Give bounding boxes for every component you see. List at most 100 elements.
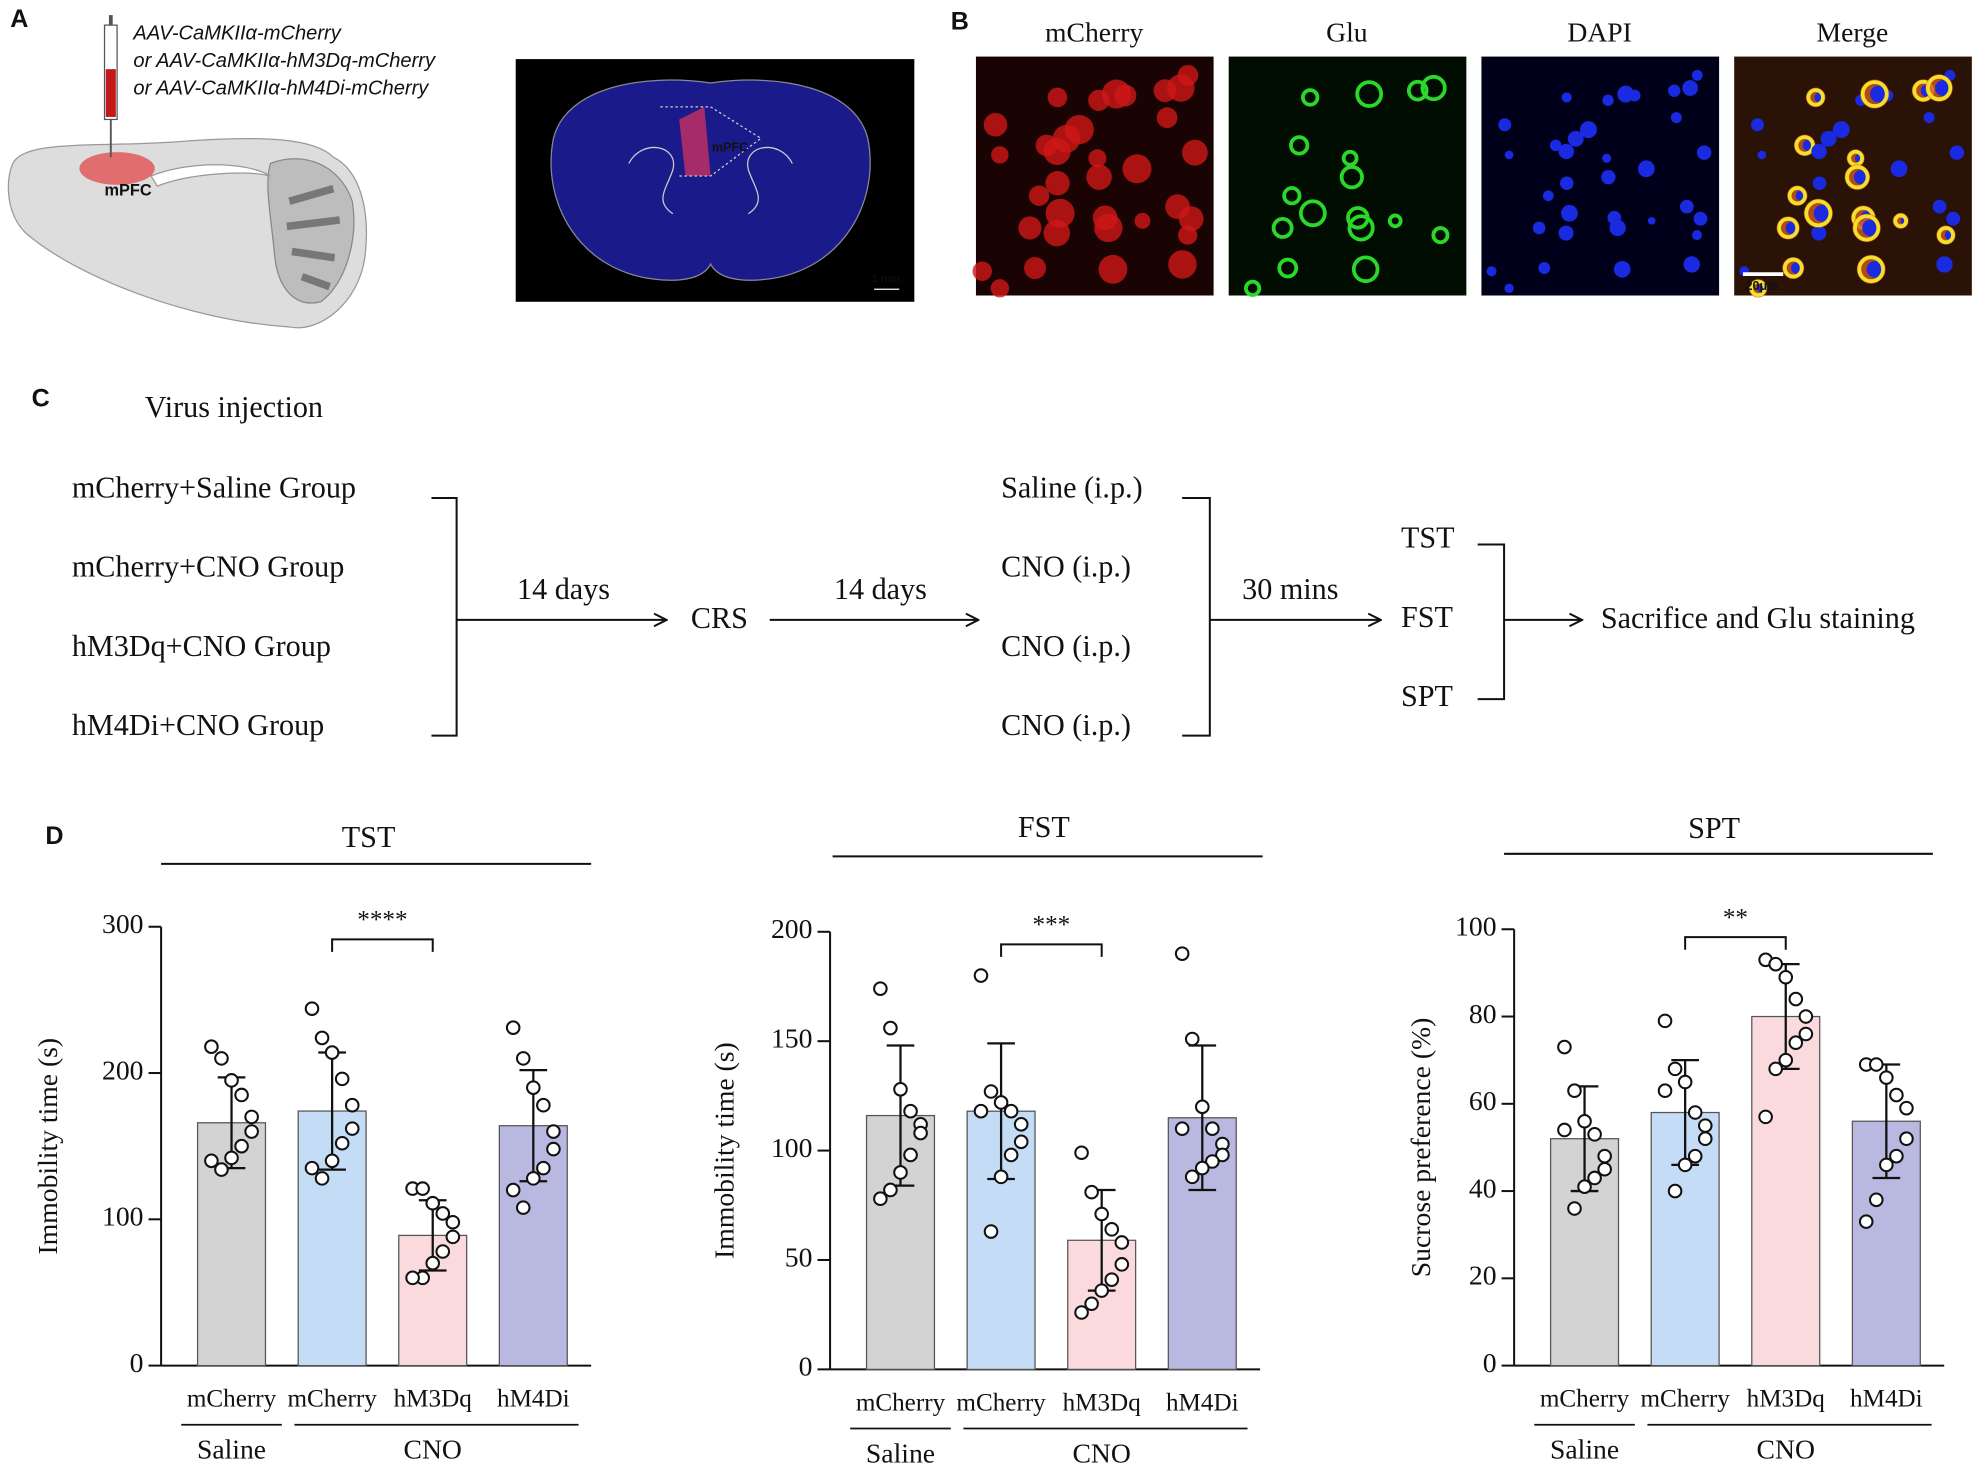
cell (1387, 213, 1403, 229)
data-point (405, 1270, 420, 1286)
data-point (893, 1082, 908, 1097)
data-point (1758, 1109, 1773, 1125)
nucleus (1549, 139, 1562, 152)
data-point (1677, 1157, 1693, 1173)
cell (1168, 250, 1197, 279)
cell (1857, 255, 1885, 284)
nucleus (1602, 153, 1612, 163)
nucleus (1890, 160, 1908, 178)
nucleus (1683, 256, 1700, 273)
data-point (344, 1121, 360, 1136)
data-point (893, 1165, 908, 1180)
nucleus (1936, 256, 1953, 273)
cell (1853, 214, 1881, 242)
cell (1926, 74, 1953, 102)
cell (1094, 213, 1123, 243)
nucleus (1811, 143, 1827, 160)
data-point (1798, 1009, 1814, 1024)
data-point (1597, 1161, 1612, 1177)
data-point (214, 1162, 229, 1177)
data-point (1597, 1148, 1612, 1164)
micrographs (972, 56, 1972, 298)
nucleus (1558, 143, 1575, 160)
x-tick-label: hM4Di (497, 1386, 570, 1413)
data-point (334, 1071, 350, 1087)
cell (1271, 217, 1294, 239)
data-point (526, 1080, 541, 1095)
data-point (344, 1097, 360, 1113)
group-label: mCherry+CNO Group (72, 550, 344, 584)
nucleus (1504, 283, 1514, 294)
y-tick-label: 20 (1469, 1260, 1497, 1291)
data-point (425, 1195, 441, 1211)
data-point (883, 1020, 898, 1036)
test-label: FST (1401, 600, 1453, 634)
data-point (1798, 1026, 1814, 1042)
chart-title: TST (342, 820, 396, 854)
data-point (1114, 1235, 1130, 1250)
panel-label: B (951, 7, 969, 35)
data-point (973, 968, 989, 983)
nucleus (1751, 118, 1764, 132)
x-tick-label: hM4Di (1850, 1386, 1923, 1413)
nucleus (1560, 204, 1578, 222)
cell (1777, 217, 1800, 239)
cell (1298, 199, 1327, 228)
data-point (324, 1045, 340, 1060)
cell (1165, 194, 1190, 219)
y-tick-label: 100 (771, 1132, 812, 1163)
significance-bracket (1684, 936, 1787, 950)
nucleus (1923, 112, 1935, 124)
x-tick-label: mCherry (956, 1389, 1046, 1416)
cell (1045, 198, 1075, 228)
nucleus (1567, 130, 1584, 147)
data-point (873, 981, 888, 996)
data-point (1215, 1147, 1230, 1163)
cell (1341, 149, 1359, 167)
data-point (1687, 1148, 1703, 1164)
y-tick-label: 100 (102, 1201, 143, 1232)
group-label: CNO (404, 1434, 462, 1465)
x-tick-label: mCherry (1540, 1386, 1630, 1413)
data-point (1858, 1214, 1874, 1229)
data-point (526, 1171, 541, 1186)
nucleus (1691, 69, 1703, 81)
group-label: CNO (1072, 1437, 1130, 1468)
cell (1282, 186, 1302, 206)
data-point (983, 1224, 999, 1239)
data-point (1174, 1121, 1190, 1136)
cell (1024, 257, 1047, 280)
nucleus (1679, 199, 1694, 214)
data-point (1778, 1052, 1794, 1068)
interval-label: 14 days (834, 572, 927, 606)
cell (1355, 80, 1384, 108)
data-point (505, 1182, 521, 1198)
nucleus (1812, 176, 1827, 190)
cell (1804, 199, 1833, 228)
data-point (324, 1153, 340, 1169)
cell (1178, 225, 1198, 245)
data-point (1667, 1183, 1683, 1199)
cell (1431, 226, 1450, 245)
micrograph (1481, 56, 1720, 296)
data-point (1879, 1070, 1894, 1085)
injection-label: or AAV-CaMKIIα-hM4Di-mCherry (133, 78, 430, 100)
data-point (1788, 991, 1804, 1007)
nucleus (1558, 225, 1574, 241)
cell (1088, 149, 1107, 168)
nucleus (1820, 130, 1837, 147)
data-point (1687, 1105, 1703, 1120)
data-point (234, 1138, 249, 1154)
data-point (1567, 1201, 1582, 1216)
cell (983, 113, 1008, 137)
data-point (515, 1051, 531, 1066)
cell (1182, 139, 1208, 166)
nucleus (1813, 204, 1831, 222)
data-point (415, 1181, 430, 1196)
channel-label: Merge (1817, 17, 1889, 48)
cell (1339, 165, 1364, 190)
nucleus (1617, 85, 1635, 103)
y-tick-label: 200 (771, 913, 812, 944)
data-point (1074, 1145, 1089, 1161)
data-point (993, 1169, 1009, 1185)
